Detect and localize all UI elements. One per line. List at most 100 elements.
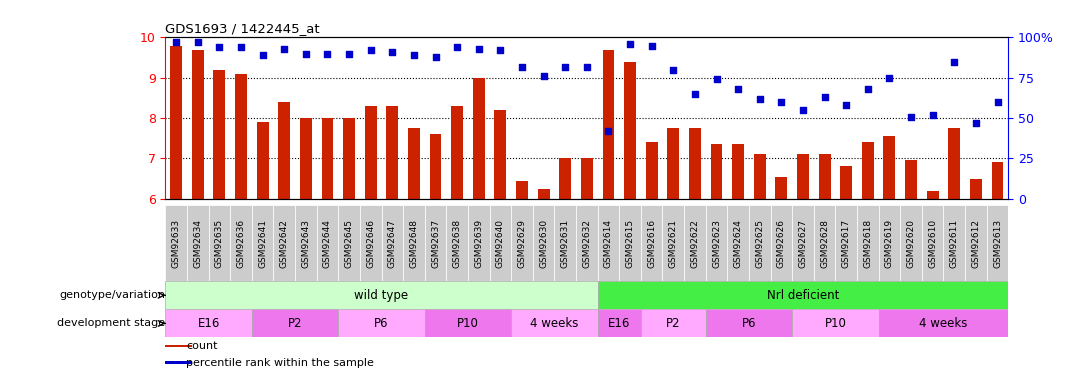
Text: GSM92627: GSM92627 [798, 219, 808, 268]
Text: GSM92648: GSM92648 [410, 219, 418, 268]
Bar [883, 136, 895, 199]
Point [405, 52, 423, 58]
Text: GSM92624: GSM92624 [734, 219, 743, 268]
Bar [667, 128, 680, 199]
Text: GSM92632: GSM92632 [583, 219, 591, 268]
Text: GSM92640: GSM92640 [496, 219, 505, 268]
Bar [770, 206, 792, 281]
Bar [425, 309, 511, 338]
Bar [970, 178, 982, 199]
Bar [689, 128, 701, 199]
Bar [165, 362, 192, 364]
Bar [165, 345, 192, 347]
Bar [408, 128, 420, 199]
Text: GSM92623: GSM92623 [712, 219, 721, 268]
Text: development stage: development stage [57, 318, 165, 328]
Bar [684, 206, 705, 281]
Text: GSM92610: GSM92610 [928, 219, 937, 268]
Point [168, 39, 185, 45]
Text: P2: P2 [666, 317, 681, 330]
Text: genotype/variation: genotype/variation [59, 290, 165, 300]
Point [924, 112, 941, 118]
Text: GSM92621: GSM92621 [669, 219, 678, 268]
Point [881, 75, 898, 81]
Bar [516, 181, 528, 199]
Point [795, 107, 812, 113]
Bar [619, 206, 641, 281]
Text: GSM92630: GSM92630 [539, 219, 548, 268]
Text: GSM92629: GSM92629 [517, 219, 526, 268]
Bar [209, 206, 230, 281]
Bar [641, 309, 705, 338]
Bar [252, 309, 338, 338]
Bar [213, 70, 225, 199]
Text: GSM92647: GSM92647 [387, 219, 397, 268]
Point [319, 51, 336, 57]
Text: GSM92620: GSM92620 [907, 219, 915, 268]
Bar [922, 206, 943, 281]
Bar [403, 206, 425, 281]
Point [708, 76, 726, 82]
Bar [905, 160, 917, 199]
Text: GSM92622: GSM92622 [690, 219, 699, 268]
Point [211, 44, 228, 50]
Bar [987, 206, 1008, 281]
Bar [473, 78, 484, 199]
Bar [430, 134, 442, 199]
Text: GSM92641: GSM92641 [258, 219, 267, 268]
Bar [494, 110, 507, 199]
Bar [278, 102, 290, 199]
Point [340, 51, 357, 57]
Text: 4 weeks: 4 weeks [530, 317, 578, 330]
Bar [451, 106, 463, 199]
Point [859, 86, 876, 92]
Bar [753, 154, 766, 199]
Bar [386, 106, 398, 199]
Bar [927, 190, 939, 199]
Text: GSM92642: GSM92642 [280, 219, 289, 268]
Text: GSM92635: GSM92635 [214, 219, 224, 268]
Point [600, 128, 617, 134]
Point [816, 94, 833, 100]
Bar [841, 166, 853, 199]
Text: P2: P2 [288, 317, 302, 330]
Point [557, 63, 574, 69]
Bar [511, 309, 598, 338]
Bar [776, 177, 787, 199]
Bar [192, 50, 204, 199]
Text: GSM92611: GSM92611 [950, 219, 959, 268]
Bar [901, 206, 922, 281]
Text: E16: E16 [608, 317, 631, 330]
Point [751, 96, 768, 102]
Point [362, 47, 379, 53]
Bar [273, 206, 296, 281]
Point [427, 54, 444, 60]
Point [189, 39, 206, 45]
Bar [732, 144, 744, 199]
Text: GDS1693 / 1422445_at: GDS1693 / 1422445_at [165, 22, 320, 35]
Bar [317, 206, 338, 281]
Text: GSM92646: GSM92646 [366, 219, 376, 268]
Bar [792, 206, 814, 281]
Bar [252, 206, 273, 281]
Text: E16: E16 [197, 317, 220, 330]
Text: P6: P6 [742, 317, 757, 330]
Text: GSM92645: GSM92645 [345, 219, 353, 268]
Bar [257, 122, 269, 199]
Text: GSM92634: GSM92634 [193, 219, 203, 268]
Bar [818, 154, 830, 199]
Point [471, 46, 488, 52]
Bar [165, 281, 598, 309]
Point [492, 47, 509, 53]
Point [643, 42, 660, 48]
Bar [878, 206, 901, 281]
Point [968, 120, 985, 126]
Point [686, 91, 703, 97]
Bar [965, 206, 987, 281]
Bar [857, 206, 878, 281]
Point [622, 41, 639, 47]
Point [254, 52, 271, 58]
Bar [171, 45, 182, 199]
Bar [991, 162, 1003, 199]
Text: count: count [187, 341, 218, 351]
